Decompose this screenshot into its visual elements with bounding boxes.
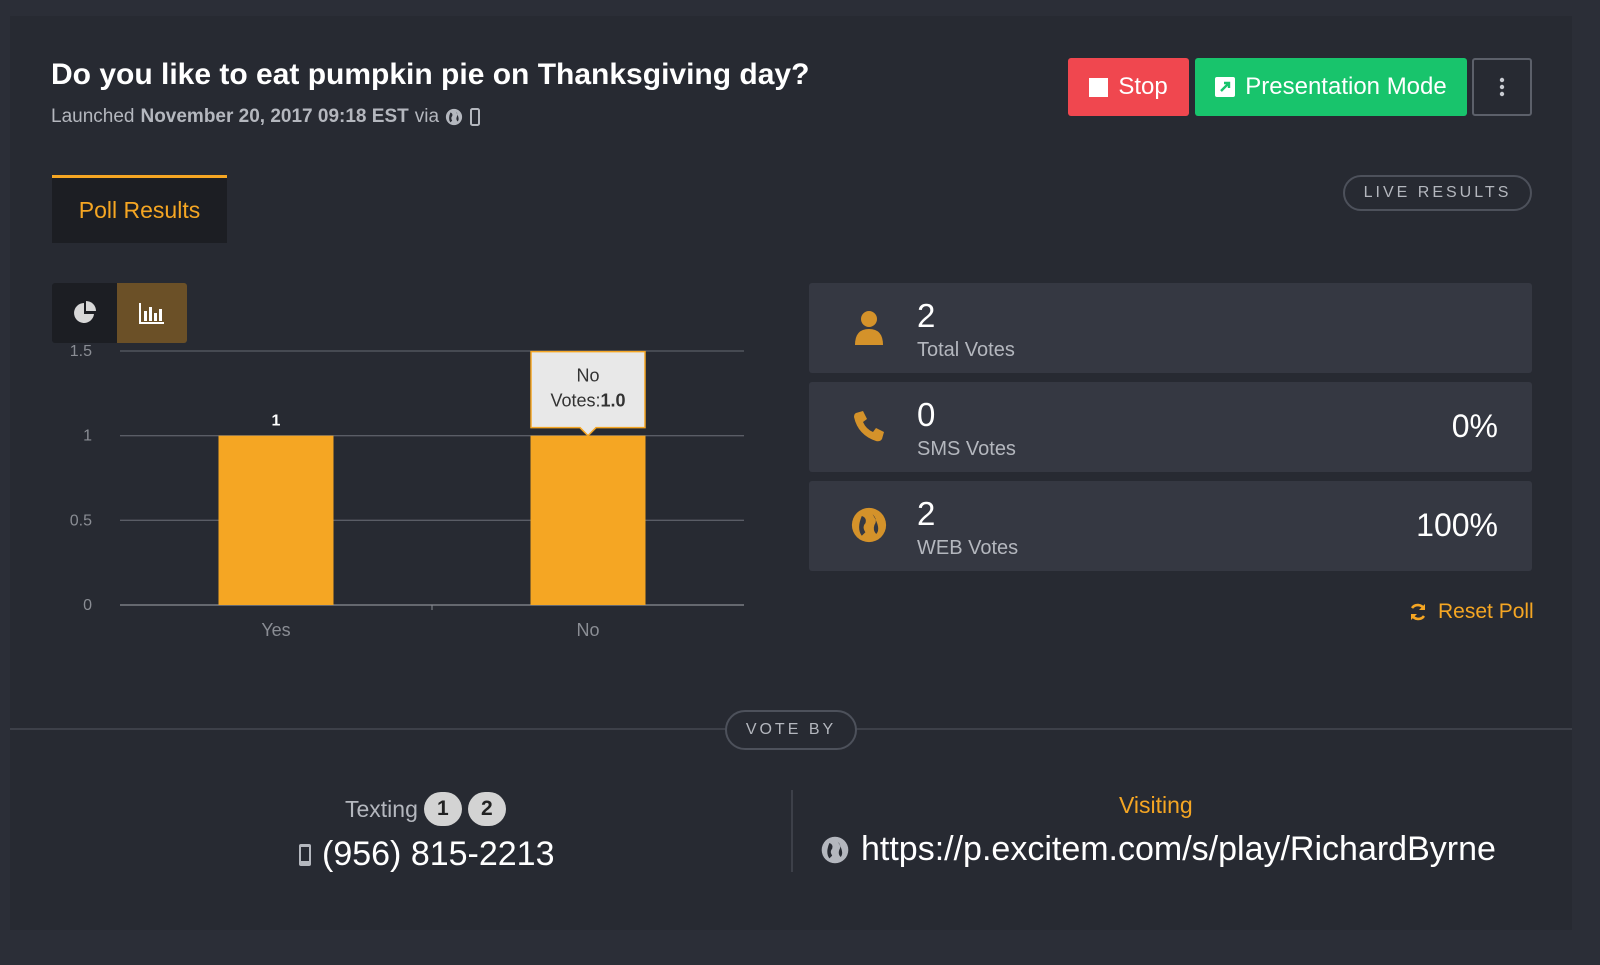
stat-web-votes: 2 WEB Votes 100% (809, 481, 1532, 571)
vote-url-text: https://p.excitem.com/s/play/RichardByrn… (861, 830, 1496, 868)
tooltip-value: Votes:1.0 (550, 391, 625, 411)
globe-icon (445, 108, 463, 126)
chart-tooltip (530, 350, 646, 437)
total-votes-value: 2 (917, 297, 936, 334)
bar-data-label: 1 (272, 413, 281, 430)
presentation-mode-button[interactable]: Presentation Mode (1195, 58, 1467, 116)
bar-chart-toggle[interactable] (117, 283, 187, 343)
refresh-icon (1410, 603, 1426, 621)
vote-by-badge: VOTE BY (725, 710, 857, 750)
vote-url[interactable]: https://p.excitem.com/s/play/RichardByrn… (821, 830, 1496, 869)
mobile-icon (299, 843, 311, 866)
web-votes-percent: 100% (1416, 507, 1498, 543)
chart-bar (530, 435, 646, 605)
globe-icon (821, 836, 849, 863)
bar-chart-icon (139, 303, 164, 324)
tab-poll-results[interactable]: Poll Results (52, 175, 227, 243)
sms-votes-value: 0 (917, 396, 936, 433)
y-tick-label: 0.5 (70, 512, 92, 529)
vote-by-separator (791, 790, 793, 872)
tooltip-title: No (576, 366, 599, 386)
texting-step-badge: 2 (467, 792, 506, 826)
launched-prefix: Launched (51, 106, 135, 127)
stat-total-votes: 2 Total Votes (809, 283, 1532, 373)
chart-bar (218, 435, 334, 605)
via-label: via (414, 106, 440, 127)
vertical-dots-icon (1499, 77, 1505, 97)
web-votes-label: WEB Votes (917, 537, 1019, 559)
live-results-badge: LIVE RESULTS (1343, 175, 1532, 211)
phone-number: (956) 815-2213 (298, 835, 555, 874)
stop-square-icon (1089, 77, 1109, 97)
texting-label: Texting (345, 795, 418, 822)
web-votes-value: 2 (917, 495, 936, 532)
sms-votes-percent: 0% (1451, 408, 1498, 444)
sms-votes-label: SMS Votes (917, 438, 1016, 460)
y-tick-label: 0 (83, 597, 92, 614)
presentation-label: Presentation Mode (1245, 73, 1447, 100)
page-title: Do you like to eat pumpkin pie on Thanks… (51, 58, 810, 91)
y-tick-label: 1 (83, 428, 92, 445)
phone-number-text: (956) 815-2213 (322, 835, 555, 873)
launched-date: November 20, 2017 09:18 EST (140, 106, 409, 127)
stop-label: Stop (1118, 73, 1168, 100)
texting-step-badge: 1 (423, 792, 462, 826)
mobile-icon (470, 108, 481, 126)
results-bar-chart: 00.511.51Yes1NoNoVotes:1.0 (70, 345, 744, 640)
user-icon (855, 311, 883, 345)
x-tick-label: Yes (261, 620, 290, 640)
pie-chart-icon (73, 301, 96, 323)
external-link-icon (1215, 77, 1236, 97)
launch-info: Launched November 20, 2017 09:18 EST via (51, 106, 481, 128)
y-tick-label: 1.5 (70, 345, 92, 360)
reset-poll-label: Reset Poll (1438, 600, 1534, 623)
phone-icon (854, 411, 884, 442)
globe-icon (851, 507, 887, 543)
pie-chart-toggle[interactable] (52, 283, 117, 343)
reset-poll-button[interactable]: Reset Poll (1408, 600, 1534, 624)
texting-row: Texting 1 2 (345, 792, 506, 826)
more-options-button[interactable] (1472, 58, 1532, 116)
stat-sms-votes: 0 SMS Votes 0% (809, 382, 1532, 472)
stop-button[interactable]: Stop (1068, 58, 1189, 116)
visiting-label: Visiting (1119, 792, 1193, 818)
total-votes-label: Total Votes (917, 339, 1015, 361)
x-tick-label: No (576, 620, 599, 640)
